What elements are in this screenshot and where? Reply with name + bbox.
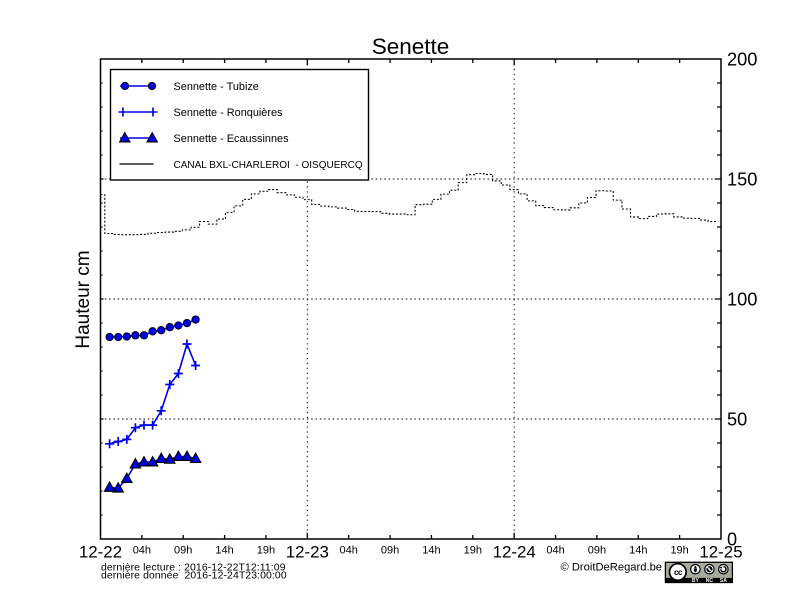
svg-text:Sennette - Ronquières: Sennette - Ronquières (174, 107, 284, 119)
svg-text:14h: 14h (629, 545, 647, 557)
svg-text:09h: 09h (174, 545, 192, 557)
svg-text:12-25: 12-25 (699, 543, 742, 562)
svg-text:NC: NC (706, 578, 714, 584)
svg-text:12-24: 12-24 (493, 543, 536, 562)
svg-text:12-22: 12-22 (79, 543, 122, 562)
svg-text:50: 50 (727, 410, 747, 430)
svg-text:09h: 09h (588, 545, 606, 557)
svg-text:SA: SA (720, 578, 727, 584)
svg-text:100: 100 (727, 290, 757, 310)
svg-text:14h: 14h (422, 545, 440, 557)
svg-text:09h: 09h (381, 545, 399, 557)
svg-text:dernière donnée 2016-12-24T23: dernière donnée 2016-12-24T23:00:00 (101, 570, 287, 581)
svg-text:04h: 04h (340, 545, 358, 557)
svg-text:14h: 14h (215, 545, 233, 557)
svg-text:0: 0 (727, 530, 737, 550)
svg-text:12-23: 12-23 (286, 543, 329, 562)
svg-text:150: 150 (727, 170, 757, 190)
svg-text:© DroitDeRegard.be: © DroitDeRegard.be (561, 562, 663, 574)
svg-text:200: 200 (727, 50, 757, 70)
svg-text:19h: 19h (670, 545, 688, 557)
svg-text:19h: 19h (464, 545, 482, 557)
svg-text:cc: cc (674, 568, 683, 577)
svg-text:Sennette - Tubize: Sennette - Tubize (174, 81, 259, 93)
svg-text:04h: 04h (546, 545, 564, 557)
svg-text:Senette: Senette (372, 34, 450, 59)
svg-text:Hauteur cm: Hauteur cm (73, 250, 94, 348)
svg-text:19h: 19h (257, 545, 275, 557)
svg-text:04h: 04h (133, 545, 151, 557)
svg-text:CANAL BXL-CHARLEROI - OISQUER: CANAL BXL-CHARLEROI - OISQUERCQ (174, 160, 363, 171)
svg-text:BY: BY (692, 578, 700, 584)
svg-text:dernière lecture : 2016-12-22T: dernière lecture : 2016-12-22T12:11:09 (101, 562, 286, 573)
svg-text:Sennette - Ecaussinnes: Sennette - Ecaussinnes (174, 133, 290, 145)
